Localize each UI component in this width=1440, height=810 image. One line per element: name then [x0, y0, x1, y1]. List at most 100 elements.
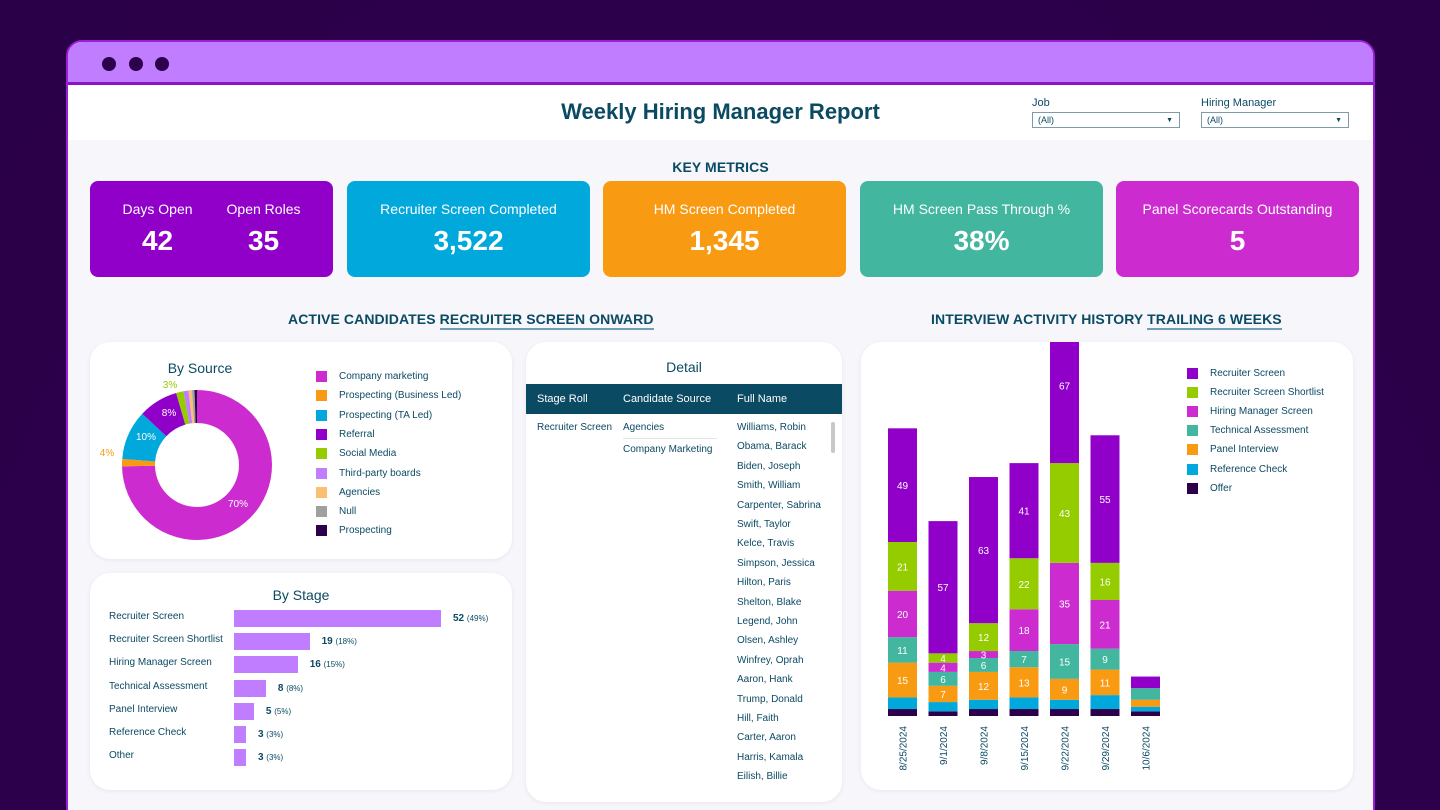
legend-swatch — [316, 409, 327, 421]
stacked-bar-segment[interactable] — [928, 521, 958, 654]
legend-swatch — [1187, 482, 1198, 494]
interview-history-link[interactable]: TRAILING 6 WEEKS — [1147, 311, 1282, 330]
legend-item[interactable]: Prospecting (TA Led) — [316, 409, 432, 421]
legend-item[interactable]: Prospecting (Business Led) — [316, 390, 462, 402]
donut-slice-null[interactable] — [191, 390, 196, 424]
stacked-bar-segment[interactable] — [928, 662, 958, 672]
stage-bar[interactable] — [234, 633, 310, 651]
detail-scrollbar[interactable] — [831, 422, 835, 453]
stacked-bar-segment[interactable] — [1050, 562, 1079, 645]
legend-item[interactable]: Offer — [1187, 482, 1232, 494]
stacked-bar-segment[interactable] — [928, 671, 958, 686]
stacked-bar-segment[interactable] — [1050, 678, 1079, 700]
column-header-full-name[interactable]: Full Name — [737, 393, 788, 405]
bar-value-label: 35 — [1059, 599, 1071, 610]
legend-item[interactable]: Reference Check — [1187, 463, 1287, 475]
window-control-dot[interactable] — [155, 57, 169, 71]
stage-bar[interactable] — [234, 702, 254, 720]
stacked-bar-segment[interactable] — [969, 671, 998, 700]
stacked-bar-segment[interactable] — [1009, 651, 1039, 668]
donut-slice-third-party-boards[interactable] — [183, 390, 193, 424]
stacked-bar-segment[interactable] — [1050, 463, 1079, 563]
legend-item[interactable]: Technical Assessment — [1187, 425, 1309, 437]
legend-label: Technical Assessment — [1210, 425, 1309, 437]
stacked-bar-segment[interactable] — [1009, 667, 1039, 698]
stacked-bar-segment[interactable] — [1090, 669, 1120, 696]
stacked-bar-segment[interactable] — [969, 477, 998, 624]
by-stage-card: By Stage Recruiter Screen 52 (49%) Recruit… — [90, 573, 512, 790]
stacked-bar-segment[interactable] — [1090, 648, 1120, 670]
stacked-bar-segment[interactable] — [928, 685, 958, 703]
donut-slice-referral[interactable] — [142, 392, 186, 437]
legend-item[interactable]: Company marketing — [316, 371, 428, 382]
window-control-dot[interactable] — [102, 57, 116, 71]
stacked-bar-segment[interactable] — [1050, 699, 1079, 710]
stage-bar[interactable] — [234, 749, 246, 767]
stacked-bar-segment[interactable] — [1131, 706, 1160, 712]
candidate-source-cell: Company Marketing — [623, 444, 713, 455]
legend-item[interactable]: Prospecting — [316, 525, 392, 537]
legend-item[interactable]: Social Media — [316, 448, 396, 460]
legend-item[interactable]: Referral — [316, 428, 375, 440]
donut-slice-prospecting-business-led[interactable] — [122, 458, 156, 467]
stacked-bar-segment[interactable] — [1009, 558, 1039, 610]
stacked-bar-segment[interactable] — [928, 711, 958, 716]
legend-item[interactable]: Third-party boards — [316, 467, 421, 479]
stacked-bar-segment[interactable] — [888, 590, 917, 638]
donut-slice-social-media[interactable] — [176, 391, 190, 425]
stacked-bar-segment[interactable] — [1009, 463, 1039, 559]
legend-item[interactable]: Panel Interview — [1187, 444, 1278, 456]
donut-slice-company-marketing[interactable] — [122, 390, 272, 540]
legend-item[interactable]: Agencies — [316, 486, 380, 498]
stacked-bar-segment[interactable] — [888, 428, 917, 542]
stacked-bar-segment[interactable] — [928, 653, 958, 663]
hiring-manager-select[interactable]: (All) ▼ — [1201, 112, 1349, 128]
stage-bar[interactable] — [234, 679, 266, 697]
stacked-bar-segment[interactable] — [1009, 697, 1039, 710]
stacked-bar-segment[interactable] — [1090, 695, 1120, 710]
stacked-bar-segment[interactable] — [969, 658, 998, 672]
stacked-bar-segment[interactable] — [1050, 342, 1079, 464]
bar-value-label: 12 — [978, 633, 990, 644]
job-select[interactable]: (All) ▼ — [1032, 112, 1180, 128]
stage-bar[interactable] — [234, 656, 298, 674]
stage-bar[interactable] — [234, 726, 246, 743]
stacked-bar-segment[interactable] — [888, 709, 917, 716]
stage-bar[interactable] — [234, 610, 441, 627]
stacked-bar-segment[interactable] — [1050, 644, 1079, 679]
stacked-bar-segment[interactable] — [928, 702, 958, 712]
stacked-bar-segment[interactable] — [888, 637, 917, 663]
stacked-bar-segment[interactable] — [969, 651, 998, 658]
donut-data-label: 70% — [228, 499, 248, 510]
legend-item[interactable]: Recruiter Screen Shortlist — [1187, 387, 1324, 399]
stacked-bar-segment[interactable] — [1090, 600, 1120, 649]
stacked-bar-segment[interactable] — [1050, 709, 1079, 716]
bar-value-label: 4 — [940, 663, 946, 674]
stacked-bar-segment[interactable] — [1131, 699, 1160, 707]
window-control-dot[interactable] — [129, 57, 143, 71]
stacked-bar-segment[interactable] — [1131, 676, 1160, 689]
stacked-bar-segment[interactable] — [1009, 709, 1039, 716]
stacked-bar-segment[interactable] — [1090, 562, 1120, 600]
donut-slice-prospecting[interactable] — [194, 390, 197, 424]
column-header-stage-roll[interactable]: Stage Roll — [537, 393, 588, 405]
stacked-bar-segment[interactable] — [888, 662, 917, 698]
active-candidates-link[interactable]: RECRUITER SCREEN ONWARD — [439, 311, 654, 330]
donut-slice-agencies[interactable] — [188, 390, 195, 424]
stacked-bar-segment[interactable] — [1009, 609, 1039, 652]
donut-slice-prospecting-ta-led[interactable] — [122, 413, 167, 462]
legend-label: Prospecting (Business Led) — [339, 390, 462, 402]
stacked-bar-segment[interactable] — [888, 542, 917, 591]
stacked-bar-segment[interactable] — [888, 697, 917, 710]
stacked-bar-segment[interactable] — [1090, 709, 1120, 716]
stacked-bar-segment[interactable] — [1131, 711, 1160, 716]
legend-item[interactable]: Hiring Manager Screen — [1187, 406, 1313, 418]
stacked-bar-segment[interactable] — [969, 623, 998, 652]
legend-item[interactable]: Null — [316, 506, 356, 518]
stacked-bar-segment[interactable] — [969, 709, 998, 716]
stacked-bar-segment[interactable] — [1131, 688, 1160, 700]
legend-item[interactable]: Recruiter Screen — [1187, 368, 1285, 379]
stacked-bar-segment[interactable] — [969, 699, 998, 710]
stacked-bar-segment[interactable] — [1090, 435, 1120, 563]
column-header-candidate-source[interactable]: Candidate Source — [623, 393, 712, 405]
